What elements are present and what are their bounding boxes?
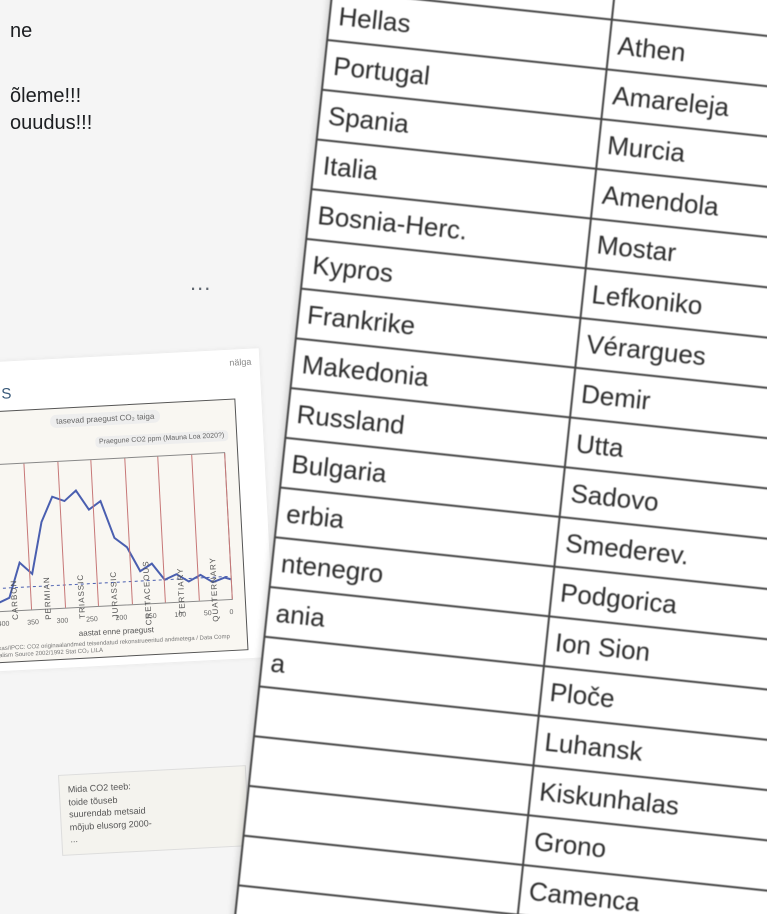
chart-x-tick: 350 (27, 619, 39, 627)
chart-era-label: CARBON (9, 580, 20, 621)
post-line-1: õleme!!! (10, 83, 280, 110)
chart-x-tick: 200 (115, 614, 127, 622)
chart-top-note: tasevad praegust CO₂ taiga (50, 409, 161, 428)
chart-x-tick: 0 (229, 609, 233, 616)
chart-era-label: TRIASSIC (75, 574, 86, 619)
post-menu-ellipsis[interactable]: ... (190, 270, 211, 296)
post-title-fragment: ne (10, 20, 280, 43)
chart-x-tick: 250 (86, 616, 98, 624)
post-line-2: ouudus!!! (10, 110, 280, 137)
chart-x-tick: 100 (174, 611, 186, 619)
chart-x-tick: 50 (204, 610, 212, 617)
chart-frame: tasevad praegust CO₂ taiga Praegune CO2 … (0, 398, 248, 663)
chart-footnote-block: Mida CO2 teeb: toide tõuseb suurendab me… (58, 765, 250, 856)
chart-era-label: TERTIARY (175, 567, 186, 615)
chart-x-tick: 300 (57, 618, 69, 626)
chart-era-label: JURASSIC (109, 571, 120, 619)
chart-era-column: QUATERNARY (191, 453, 233, 601)
country-temp-table: HellasAthenPortugalAmarelejaSpaniaMurcia… (227, 0, 767, 914)
table: HellasAthenPortugalAmarelejaSpaniaMurcia… (227, 0, 767, 914)
chart-x-tick: 150 (145, 613, 157, 621)
post-fragment: ne õleme!!! ouudus!!! (0, 0, 290, 157)
chart-x-tick: 400 (0, 621, 10, 629)
chart-top-note-2: Praegune CO2 ppm (Mauna Loa 2020?) (95, 430, 229, 448)
chart-card: nälga LOOS tasevad praegust CO₂ taiga Pr… (0, 347, 276, 674)
chart-era-label: PERMIAN (42, 576, 53, 620)
chart-plot-area: CARBONPERMIANTRIASSICJURASSICCRETACEOUST… (0, 452, 233, 612)
